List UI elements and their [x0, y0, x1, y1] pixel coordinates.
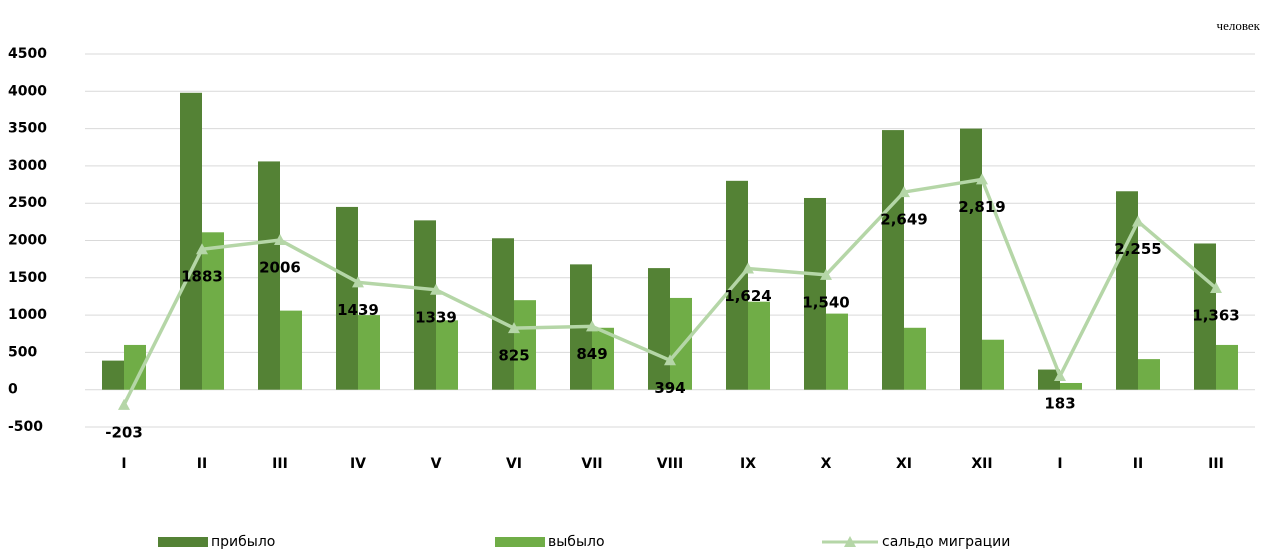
line-marker — [976, 173, 988, 185]
y-tick-label: 2500 — [8, 195, 47, 211]
bar — [358, 315, 380, 390]
data-label: 825 — [498, 347, 529, 365]
x-tick-label: II — [197, 456, 207, 472]
bar — [904, 327, 926, 390]
bar — [804, 197, 826, 390]
x-tick-label: III — [272, 456, 288, 472]
bar — [882, 130, 904, 390]
bar — [336, 206, 358, 390]
bar — [124, 344, 146, 390]
data-label: 1339 — [415, 308, 457, 326]
line-marker — [196, 243, 208, 255]
x-tick-label: VIII — [657, 456, 683, 472]
line-marker — [508, 322, 520, 334]
data-label: 2006 — [259, 259, 301, 277]
bar — [826, 313, 848, 390]
x-tick-label: V — [431, 456, 442, 472]
x-tick-label: IV — [350, 456, 366, 472]
bar — [436, 320, 458, 390]
bar — [982, 339, 1004, 390]
y-tick-label: 3000 — [8, 158, 47, 174]
bar — [726, 180, 748, 390]
legend-swatch — [158, 537, 208, 547]
bar — [1038, 369, 1060, 390]
y-tick-label: 1000 — [8, 307, 47, 323]
data-label: 1883 — [181, 268, 223, 286]
x-tick-label: I — [121, 456, 126, 472]
bar — [280, 310, 302, 390]
legend-label: прибыло — [211, 534, 275, 550]
y-tick-label: 2000 — [8, 233, 47, 249]
data-label: 2,255 — [1114, 240, 1161, 258]
legend-label: сальдо миграции — [882, 534, 1010, 550]
line-marker — [274, 234, 286, 246]
x-tick-label: VI — [506, 456, 522, 472]
line-marker — [664, 354, 676, 366]
line-marker — [1210, 282, 1222, 294]
bar — [258, 161, 280, 390]
data-label: -203 — [105, 423, 143, 441]
x-tick-label: X — [821, 456, 832, 472]
bar — [648, 268, 670, 390]
data-label: 2,649 — [880, 211, 927, 229]
bar — [670, 297, 692, 390]
bar — [1060, 382, 1082, 390]
x-tick-label: II — [1133, 456, 1143, 472]
bar — [414, 220, 436, 390]
data-label: 1,624 — [724, 287, 771, 305]
data-label: 1439 — [337, 301, 379, 319]
bar — [514, 300, 536, 390]
y-tick-label: 0 — [8, 382, 18, 398]
line-marker — [1132, 215, 1144, 227]
line-marker — [820, 268, 832, 280]
bar — [102, 360, 124, 390]
bar — [1138, 359, 1160, 390]
bar — [748, 301, 770, 390]
bar — [180, 92, 202, 390]
data-label: 2,819 — [958, 198, 1005, 216]
y-tick-label: 3500 — [8, 121, 47, 137]
y-tick-label: 4000 — [8, 83, 47, 99]
data-label: 849 — [576, 345, 607, 363]
bar — [592, 327, 614, 390]
bar — [960, 128, 982, 390]
legend-swatch — [495, 537, 545, 547]
data-label: 394 — [654, 379, 685, 397]
bar — [202, 232, 224, 390]
x-tick-label: IX — [740, 456, 756, 472]
legend-label: выбыло — [548, 534, 605, 550]
legend-marker — [844, 536, 856, 547]
line-marker — [898, 186, 910, 198]
line-marker — [430, 283, 442, 295]
bar — [1116, 191, 1138, 390]
x-tick-label: VII — [581, 456, 602, 472]
x-tick-label: I — [1057, 456, 1062, 472]
y-tick-label: 4500 — [8, 46, 47, 62]
line-marker — [586, 320, 598, 332]
data-label: 183 — [1044, 395, 1075, 413]
bar — [492, 238, 514, 390]
y-tick-label: 1500 — [8, 270, 47, 286]
y-tick-label: 500 — [8, 344, 37, 360]
x-tick-label: XII — [971, 456, 992, 472]
bar — [1216, 344, 1238, 390]
bar — [1194, 243, 1216, 390]
line-marker — [742, 262, 754, 274]
line-marker — [1054, 370, 1066, 382]
x-tick-label: XI — [896, 456, 912, 472]
unit-label: человек — [1217, 18, 1261, 33]
data-label: 1,363 — [1192, 307, 1239, 325]
data-label: 1,540 — [802, 293, 849, 311]
line-marker — [352, 276, 364, 288]
x-tick-label: III — [1208, 456, 1224, 472]
y-tick-label: -500 — [8, 419, 43, 435]
line-marker — [118, 398, 130, 410]
